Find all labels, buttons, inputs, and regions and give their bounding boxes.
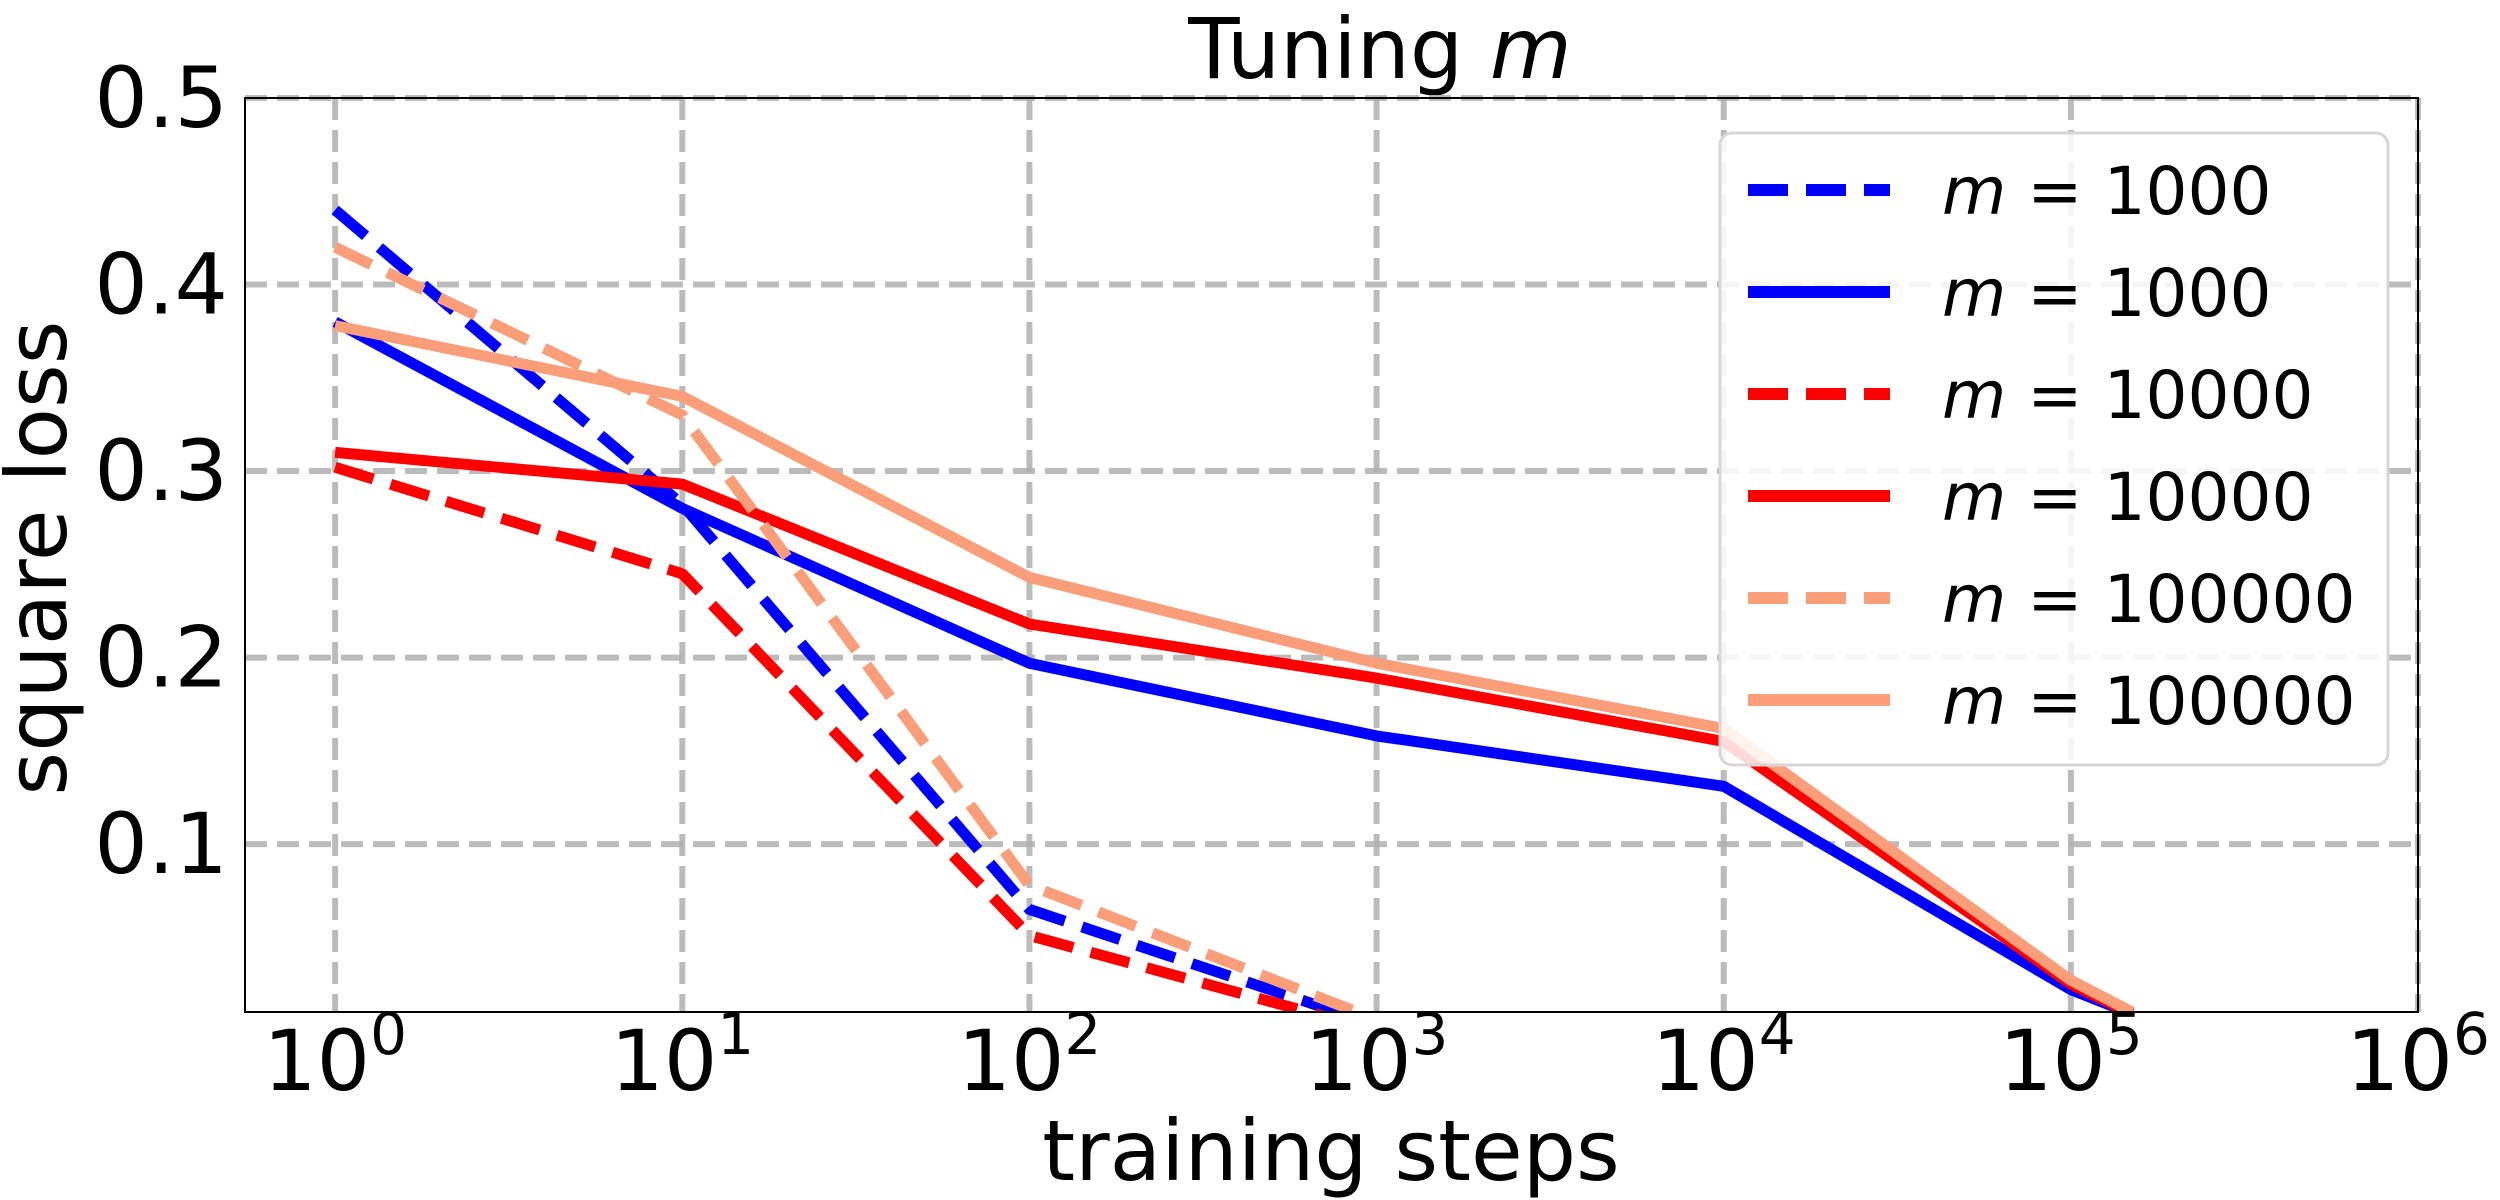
x-tick-label: 103 bbox=[1305, 1000, 1449, 1110]
legend-item: m = 10000 bbox=[1748, 459, 2314, 536]
x-tick-label: 100 bbox=[263, 1000, 407, 1110]
y-tick-label: 0.4 bbox=[94, 236, 228, 334]
y-axis-label: square loss bbox=[0, 320, 86, 795]
legend-label: m = 10000 bbox=[1942, 357, 2314, 434]
y-tick-label: 0.3 bbox=[94, 422, 228, 520]
legend-item: m = 100000 bbox=[1748, 663, 2356, 740]
y-tick-label: 0.5 bbox=[94, 49, 228, 147]
legend-label: m = 100000 bbox=[1942, 663, 2356, 740]
x-axis-label: training steps bbox=[1042, 1102, 1620, 1200]
y-tick-labels: 0.1 0.2 0.3 0.4 0.5 bbox=[94, 49, 228, 893]
series-line-2 bbox=[333, 462, 1330, 1012]
x-tick-label: 101 bbox=[610, 1000, 754, 1110]
series-line-0 bbox=[331, 205, 1355, 1012]
legend-item: m = 100000 bbox=[1748, 561, 2356, 638]
legend-item: m = 1000 bbox=[1748, 153, 2272, 230]
series-line-4 bbox=[332, 242, 1373, 1012]
x-tick-label: 106 bbox=[2346, 1000, 2490, 1110]
legend-label: m = 100000 bbox=[1942, 561, 2356, 638]
chart-title: Tuning m bbox=[1187, 0, 1571, 98]
legend-item: m = 10000 bbox=[1748, 357, 2314, 434]
y-tick-label: 0.2 bbox=[94, 609, 228, 707]
legend-label: m = 10000 bbox=[1942, 459, 2314, 536]
legend-item: m = 1000 bbox=[1748, 255, 2272, 332]
x-tick-label: 105 bbox=[1999, 1000, 2143, 1110]
legend-label: m = 1000 bbox=[1942, 153, 2272, 230]
plot-frame bbox=[244, 97, 2419, 1013]
x-tick-label: 104 bbox=[1652, 1000, 1796, 1110]
legend-label: m = 1000 bbox=[1942, 255, 2272, 332]
series-line-5 bbox=[334, 320, 2135, 1012]
x-tick-labels: 100 101 102 103 104 105 106 bbox=[263, 1000, 2490, 1110]
legend: m = 1000 m = 1000 m = 10000 m = 10000 m = 10… bbox=[1718, 131, 2390, 767]
y-tick-label: 0.1 bbox=[94, 795, 228, 893]
x-tick-label: 102 bbox=[958, 1000, 1102, 1110]
series-layer bbox=[331, 205, 2135, 1012]
